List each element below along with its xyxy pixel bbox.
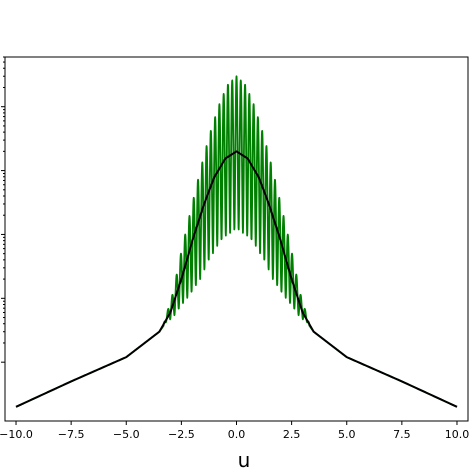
x-axis-label: u — [238, 448, 251, 472]
plot-layer — [15, 75, 458, 408]
x-axis-ticks: −10.0 −7.5 −5.0 −2.5 0.0 2.5 5.0 7.5 10.0 — [0, 421, 469, 441]
x-tick-label: −5.0 — [113, 428, 140, 441]
x-tick-label: 7.5 — [393, 428, 411, 441]
x-tick-label: 2.5 — [283, 428, 301, 441]
series-line-green — [15, 75, 458, 408]
x-tick-label: 5.0 — [338, 428, 356, 441]
x-tick-label: 0.0 — [228, 428, 246, 441]
series-line-black — [15, 150, 458, 408]
x-tick-label: −2.5 — [168, 428, 195, 441]
y-axis-ticks — [1, 56, 5, 363]
x-tick-label: 10.0 — [445, 428, 470, 441]
x-tick-label: −10.0 — [0, 428, 33, 441]
x-tick-label: −7.5 — [58, 428, 85, 441]
